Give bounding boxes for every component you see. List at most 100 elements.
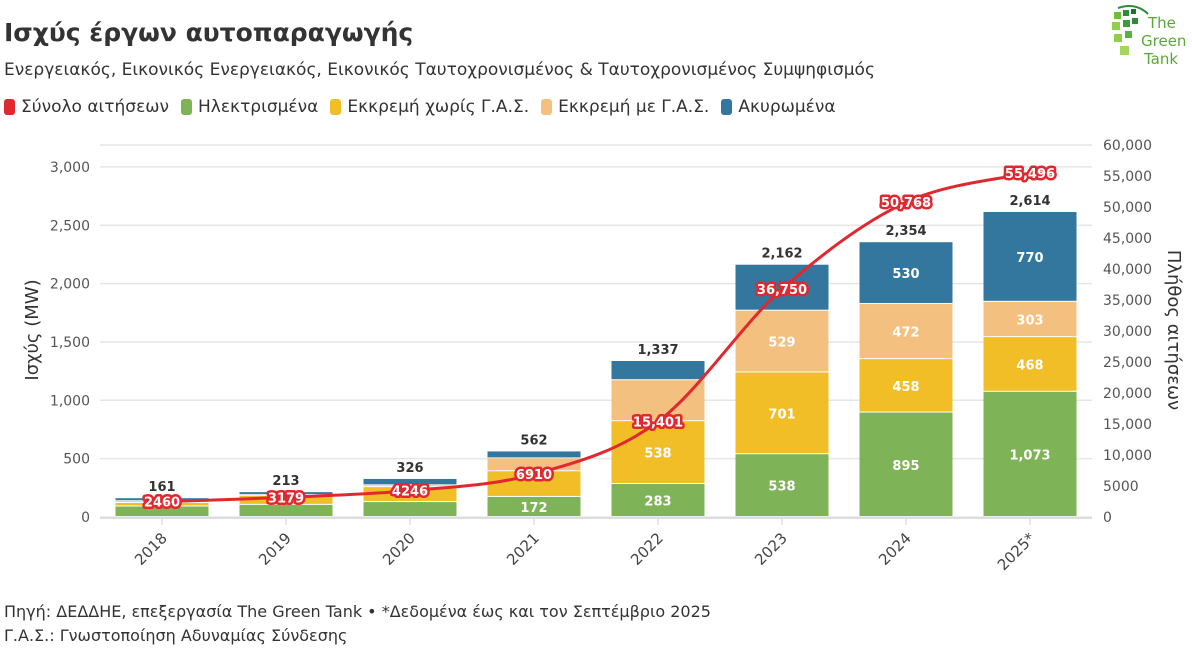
segment-label: 529 [768, 336, 795, 351]
y2-tick-label: 35,000 [1103, 293, 1152, 309]
y-tick-label: 2,000 [50, 277, 90, 293]
x-tick-label: 2023 [751, 529, 791, 569]
bar-segment [363, 502, 457, 516]
bar-segment [983, 211, 1077, 301]
x-tick-label: 2018 [131, 529, 171, 569]
line-point-label: 55,496 [1005, 167, 1055, 182]
total-label: 2,614 [1009, 194, 1050, 209]
y-axis-title: Ισχύς (MW) [22, 279, 43, 380]
legend: Σύνολο αιτήσεων Ηλεκτρισμένα Εκκρεμή χωρ… [4, 97, 836, 117]
svg-text:The: The [1147, 14, 1176, 32]
y2-tick-label: 30,000 [1103, 324, 1152, 340]
y-tick-label: 500 [63, 452, 90, 468]
line-point-label: 15,401 [633, 416, 683, 431]
y2-tick-label: 50,000 [1103, 200, 1152, 216]
svg-text:Green: Green [1141, 32, 1186, 50]
segment-label: 1,073 [1009, 448, 1050, 463]
legend-swatch [330, 99, 342, 115]
svg-text:Tank: Tank [1143, 50, 1178, 66]
x-tick-label: 2019 [255, 529, 295, 569]
total-label: 2,162 [761, 247, 802, 262]
bar-segment [363, 485, 457, 487]
segment-label: 472 [892, 326, 919, 341]
line-point-label: 36,750 [757, 283, 807, 298]
line-point-label: 2460 [144, 496, 180, 511]
y-tick-label: 3,000 [50, 160, 90, 176]
line-point-label: 3179 [268, 491, 304, 506]
y-tick-label: 1,500 [50, 335, 90, 351]
legend-label: Σύνολο αιτήσεων [21, 97, 170, 117]
segment-label: 538 [644, 447, 671, 462]
y2-tick-label: 45,000 [1103, 231, 1152, 247]
segment-label: 283 [644, 494, 671, 509]
bar-segment [859, 359, 953, 412]
bar-segment [735, 372, 829, 454]
y-tick-label: 2,500 [50, 218, 90, 234]
line-point-label: 4246 [392, 485, 428, 500]
x-tick-label: 2025* [994, 529, 1039, 574]
legend-item-pending-gas[interactable]: Εκκρεμή με Γ.Α.Σ. [541, 97, 709, 117]
y2-tick-label: 15,000 [1103, 417, 1152, 433]
segment-label: 530 [892, 267, 919, 282]
bar-segment [487, 458, 581, 471]
segment-label: 770 [1016, 251, 1043, 266]
bar-segment [239, 495, 333, 504]
total-label: 161 [148, 480, 175, 495]
segment-label: 458 [892, 380, 919, 395]
bar-segment [859, 304, 953, 359]
bar-segment [611, 360, 705, 380]
segment-label: 895 [892, 459, 919, 474]
bar-segment [611, 483, 705, 516]
bar-segment [983, 301, 1077, 337]
y2-tick-label: 60,000 [1103, 138, 1152, 154]
legend-item-total[interactable]: Σύνολο αιτήσεων [4, 97, 169, 117]
y2-tick-label: 25,000 [1103, 355, 1152, 371]
bar-segment [115, 506, 209, 516]
legend-swatch [721, 99, 733, 115]
bar-segment [239, 492, 333, 495]
bar-segment [735, 454, 829, 516]
bar-segment [983, 337, 1077, 391]
legend-label: Εκκρεμή με Γ.Α.Σ. [558, 97, 710, 117]
legend-item-electrified[interactable]: Ηλεκτρισμένα [181, 97, 318, 117]
bar-segment [363, 478, 457, 485]
x-tick-label: 2020 [379, 529, 419, 569]
segment-label: 468 [1016, 358, 1043, 373]
legend-item-pending-no-gas[interactable]: Εκκρεμή χωρίς Γ.Α.Σ. [330, 97, 529, 117]
bar-segment [611, 380, 705, 421]
line-point-label: 6910 [516, 468, 552, 483]
y2-tick-label: 55,000 [1103, 169, 1152, 185]
total-label: 1,337 [637, 343, 678, 358]
bar-segment [859, 242, 953, 304]
bar-segment [363, 487, 457, 502]
segment-label: 303 [1016, 314, 1043, 329]
chart-title: Ισχύς έργων αυτοπαραγωγής [4, 18, 414, 47]
bar-segment [487, 451, 581, 458]
y-tick-label: 1,000 [50, 393, 90, 409]
y2-tick-label: 10,000 [1103, 448, 1152, 464]
segment-label: 172 [520, 501, 547, 516]
legend-item-cancelled[interactable]: Ακυρωμένα [721, 97, 836, 117]
legend-label: Ηλεκτρισμένα [198, 97, 319, 117]
y2-tick-label: 5000 [1103, 479, 1139, 495]
total-label: 213 [272, 474, 299, 489]
bar-segment [239, 504, 333, 516]
legend-swatch [541, 99, 553, 115]
x-tick-label: 2022 [627, 529, 667, 569]
y2-tick-label: 0 [1103, 510, 1112, 526]
abbreviation-note: Γ.Α.Σ.: Γνωστοποίηση Αδυναμίας Σύνδεσης [4, 626, 348, 645]
y2-tick-label: 40,000 [1103, 262, 1152, 278]
total-label: 326 [396, 461, 423, 476]
legend-swatch [4, 99, 15, 115]
total-label: 562 [520, 433, 547, 448]
y2-axis-title: Πλήθος αιτήσεων [1163, 250, 1184, 410]
bar-segment [115, 498, 209, 501]
chart-subtitle: Ενεργειακός, Εικονικός Ενεργειακός, Εικο… [4, 60, 875, 80]
bar-segment [983, 391, 1077, 516]
legend-swatch [181, 99, 193, 115]
line-point-label: 50,768 [881, 196, 931, 211]
the-green-tank-logo: The Green Tank [1108, 4, 1188, 70]
segment-label: 538 [768, 480, 795, 495]
total-applications-line [161, 171, 1031, 504]
